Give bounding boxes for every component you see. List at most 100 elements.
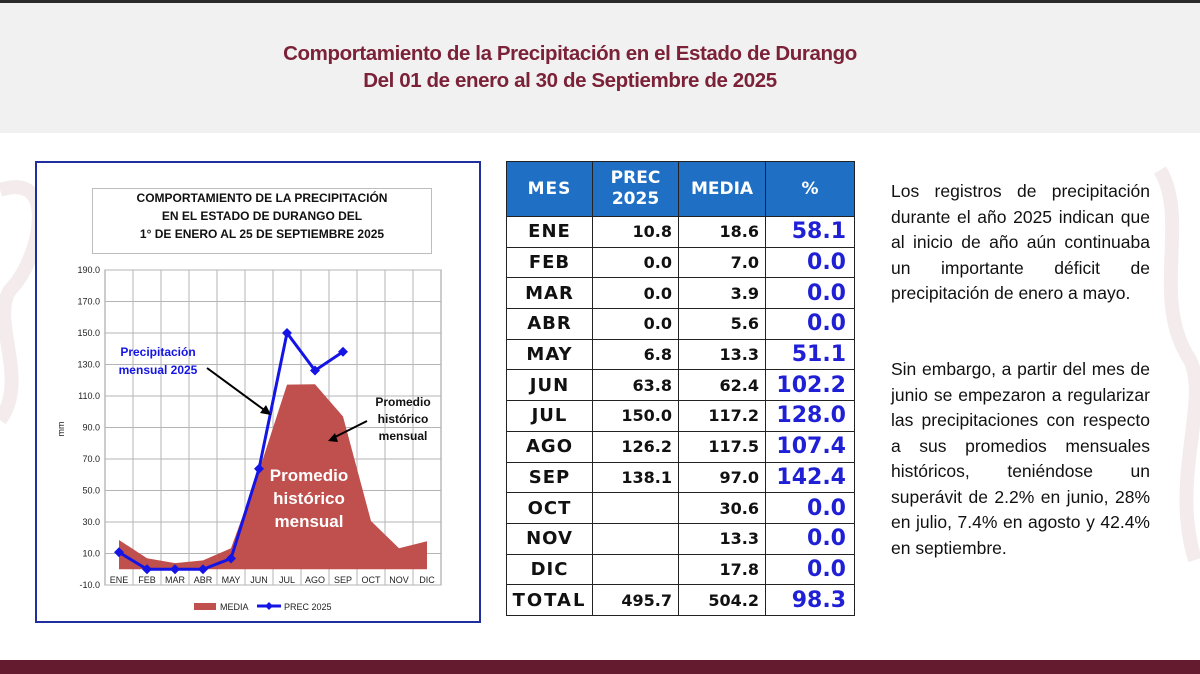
month-cell: ABR bbox=[506, 308, 593, 340]
month-cell: AGO bbox=[506, 430, 593, 463]
month-cell: MAR bbox=[506, 277, 593, 310]
prec-cell: 150.0 bbox=[592, 400, 679, 432]
prec-cell: 0.0 bbox=[592, 246, 679, 279]
media-cell: 504.2 bbox=[678, 584, 766, 616]
media-area bbox=[119, 384, 427, 570]
page-title: Comportamiento de la Precipitación en el… bbox=[0, 40, 1140, 94]
x-tick-label: ENE bbox=[110, 575, 129, 585]
percent-cell: 58.1 bbox=[765, 216, 855, 248]
title-line-2: Del 01 de enero al 30 de Septiembre de 2… bbox=[363, 69, 777, 92]
prec-cell: 495.7 bbox=[592, 584, 679, 616]
paragraph-1: Los registros de precipitación durante e… bbox=[891, 181, 1150, 303]
media-cell: 62.4 bbox=[678, 369, 766, 402]
month-cell: DIC bbox=[506, 553, 593, 586]
col-header-mes: MES bbox=[506, 161, 593, 217]
col-header-media: MEDIA bbox=[678, 161, 766, 217]
y-tick-label: 30.0 bbox=[82, 517, 100, 527]
bottom-bar bbox=[0, 660, 1200, 674]
media-cell: 13.3 bbox=[678, 338, 766, 371]
month-cell: SEP bbox=[506, 461, 593, 494]
table-row: OCT 30.6 0.0 bbox=[506, 492, 855, 524]
y-tick-label: 90.0 bbox=[82, 423, 100, 433]
table-row: FEB 0.0 7.0 0.0 bbox=[506, 246, 855, 279]
percent-cell: 51.1 bbox=[765, 338, 855, 371]
area-label: Promedio bbox=[270, 466, 348, 485]
media-cell: 5.6 bbox=[678, 308, 766, 340]
prec-cell bbox=[592, 553, 679, 586]
percent-cell: 0.0 bbox=[765, 277, 855, 310]
prec-2025-point bbox=[310, 365, 320, 376]
percent-cell: 0.0 bbox=[765, 553, 855, 586]
percent-cell: 142.4 bbox=[765, 461, 855, 494]
prec-cell: 0.0 bbox=[592, 277, 679, 310]
percent-cell: 0.0 bbox=[765, 492, 855, 524]
percent-cell: 128.0 bbox=[765, 400, 855, 432]
x-tick-label: JUN bbox=[250, 575, 268, 585]
table-row: NOV 13.3 0.0 bbox=[506, 522, 855, 555]
prec-arrow-line bbox=[206, 367, 268, 413]
chart-title: COMPORTAMIENTO DE LA PRECIPITACIÓN EN EL… bbox=[136, 191, 388, 241]
prec-cell: 126.2 bbox=[592, 430, 679, 463]
prec-2025-point bbox=[338, 346, 348, 357]
table-row: ABR 0.0 5.6 0.0 bbox=[506, 308, 855, 340]
table-row: SEP 138.1 97.0 142.4 bbox=[506, 461, 855, 494]
percent-cell: 98.3 bbox=[765, 584, 855, 616]
y-tick-label: 130.0 bbox=[77, 360, 100, 370]
paragraph-2: Sin embargo, a partir del mes de junio s… bbox=[891, 359, 1150, 558]
percent-cell: 0.0 bbox=[765, 522, 855, 555]
chart-title-box bbox=[92, 188, 432, 254]
media-cell: 7.0 bbox=[678, 246, 766, 279]
legend-media-swatch bbox=[194, 603, 216, 610]
promedio-arrow-line bbox=[332, 420, 368, 439]
prec-2025-point bbox=[226, 553, 236, 564]
month-cell: JUN bbox=[506, 369, 593, 402]
month-cell: OCT bbox=[506, 492, 593, 524]
table-row: AGO 126.2 117.5 107.4 bbox=[506, 430, 855, 463]
prec-annotation: Precipitación bbox=[120, 345, 195, 359]
month-cell: NOV bbox=[506, 522, 593, 555]
promedio-annotation: histórico bbox=[378, 412, 429, 426]
y-tick-label: 170.0 bbox=[77, 297, 100, 307]
prec-arrow-head bbox=[260, 405, 271, 415]
prec-cell: 10.8 bbox=[592, 216, 679, 248]
media-cell: 30.6 bbox=[678, 492, 766, 524]
promedio-arrow-head bbox=[328, 433, 338, 442]
x-tick-label: NOV bbox=[389, 575, 409, 585]
prec-2025-point bbox=[142, 564, 152, 575]
prec-2025-point bbox=[254, 463, 264, 474]
x-tick-label: FEB bbox=[138, 575, 156, 585]
x-tick-label: SEP bbox=[334, 575, 352, 585]
percent-cell: 0.0 bbox=[765, 308, 855, 340]
prec-2025-point bbox=[282, 328, 292, 338]
media-cell: 17.8 bbox=[678, 553, 766, 586]
table-total-row: TOTAL 495.7 504.2 98.3 bbox=[506, 584, 855, 616]
x-tick-label: JUL bbox=[279, 575, 295, 585]
prec-cell: 6.8 bbox=[592, 338, 679, 371]
media-cell: 18.6 bbox=[678, 216, 766, 248]
y-tick-label: 150.0 bbox=[77, 328, 100, 338]
prec-2025-point bbox=[114, 547, 124, 558]
media-cell: 13.3 bbox=[678, 522, 766, 555]
x-tick-label: AGO bbox=[305, 575, 325, 585]
table-row: MAR 0.0 3.9 0.0 bbox=[506, 277, 855, 310]
prec-2025-point bbox=[170, 564, 180, 575]
x-tick-label: ABR bbox=[194, 575, 213, 585]
table-row: JUN 63.8 62.4 102.2 bbox=[506, 369, 855, 402]
y-tick-label: 10.0 bbox=[82, 549, 100, 559]
table-row: JUL 150.0 117.2 128.0 bbox=[506, 400, 855, 432]
y-tick-label: 70.0 bbox=[82, 454, 100, 464]
legend-prec-marker bbox=[265, 602, 273, 610]
percent-cell: 107.4 bbox=[765, 430, 855, 463]
prec-cell: 0.0 bbox=[592, 308, 679, 340]
media-cell: 3.9 bbox=[678, 277, 766, 310]
col-header-pct: % bbox=[765, 161, 855, 217]
month-cell: ENE bbox=[506, 216, 593, 248]
prec-cell: 138.1 bbox=[592, 461, 679, 494]
month-cell: FEB bbox=[506, 246, 593, 279]
percent-cell: 102.2 bbox=[765, 369, 855, 402]
header-band bbox=[0, 3, 1200, 133]
percent-cell: 0.0 bbox=[765, 246, 855, 279]
top-border bbox=[0, 0, 1200, 3]
y-tick-label: -10.0 bbox=[79, 580, 100, 590]
y-axis-label: mm bbox=[56, 422, 66, 437]
